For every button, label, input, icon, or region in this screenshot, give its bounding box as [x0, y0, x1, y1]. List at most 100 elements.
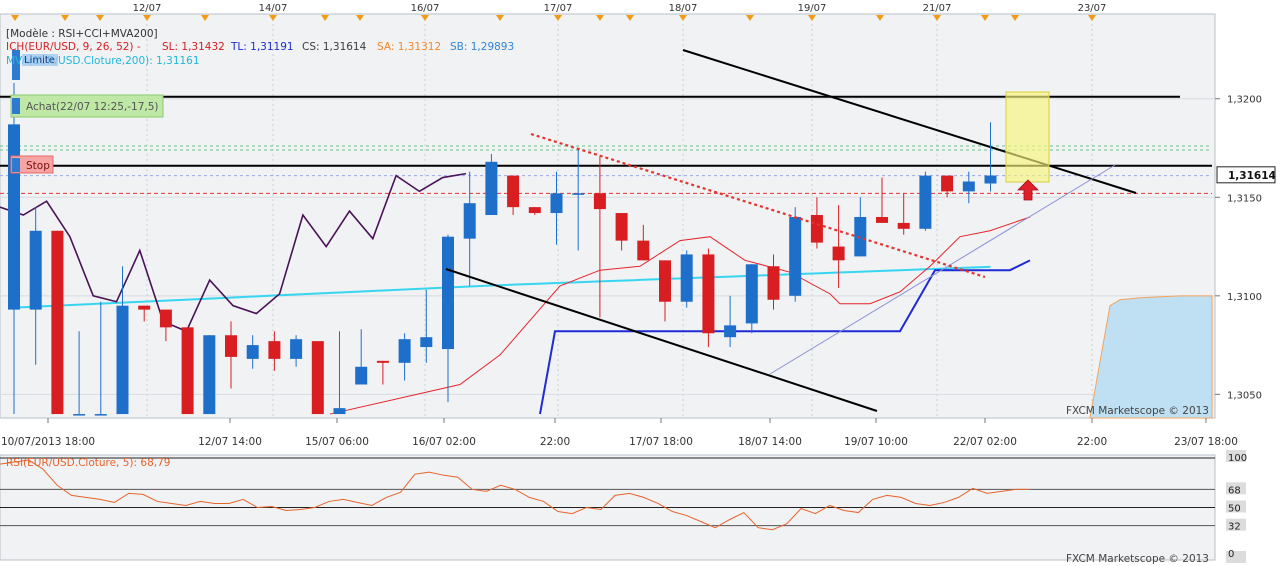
ichimoku-cloud [1089, 295, 1213, 419]
event-marker-icon[interactable] [496, 15, 504, 21]
candle[interactable] [876, 216, 888, 223]
last-candle[interactable] [984, 175, 997, 184]
candle[interactable] [897, 222, 910, 229]
candle[interactable] [724, 325, 737, 338]
candle[interactable] [659, 260, 671, 302]
candle[interactable] [311, 341, 324, 415]
red-dotted-trendline[interactable] [530, 132, 986, 279]
candle[interactable] [745, 264, 758, 324]
watermark-price: FXCM Marketscope © 2013 [1066, 405, 1209, 417]
event-marker-icon[interactable] [61, 15, 69, 21]
top-date-label: 19/07 [798, 3, 827, 14]
bottom-date-label: 12/07 14:00 [198, 436, 262, 448]
candle[interactable] [116, 305, 129, 415]
order-stop-label: Stop [26, 160, 50, 172]
date-marker-icon [933, 15, 941, 21]
ichimoku-cs: CS: 1,31614 [302, 41, 367, 53]
candle[interactable] [463, 203, 476, 239]
candle[interactable] [832, 246, 845, 261]
event-marker-icon[interactable] [1011, 15, 1019, 21]
candle[interactable] [398, 339, 411, 363]
highlight-box [1005, 91, 1050, 183]
falling-trendline-lower[interactable] [445, 268, 878, 412]
event-marker-icon[interactable] [596, 15, 604, 21]
candle[interactable] [702, 254, 715, 334]
falling-trendline-upper[interactable] [682, 49, 1137, 194]
candle[interactable] [810, 215, 823, 243]
event-marker-icon[interactable] [981, 15, 989, 21]
event-marker-icon[interactable] [356, 15, 364, 21]
bottom-date-label: 17/07 18:00 [629, 436, 693, 448]
rsi-line [0, 459, 1030, 531]
candle[interactable] [572, 193, 585, 195]
candle[interactable] [789, 216, 802, 296]
rsi-axis-label-bg [1226, 551, 1246, 563]
price-axis: 1,3200 1,3150 1,3100 1,3050 1,31614 [1215, 95, 1276, 401]
event-marker-icon[interactable] [96, 15, 104, 21]
date-marker-icon [679, 15, 687, 21]
candle[interactable] [246, 345, 259, 359]
candle[interactable] [767, 266, 780, 300]
candle[interactable] [290, 339, 303, 359]
date-marker-icon [554, 15, 562, 21]
candle[interactable] [528, 207, 541, 214]
ichimoku-sl: SL: 1,31432 [162, 41, 225, 53]
candle[interactable] [615, 213, 628, 241]
event-marker-icon[interactable] [746, 15, 754, 21]
price-plot-area [0, 13, 1216, 419]
candle[interactable] [203, 335, 216, 415]
candle[interactable] [637, 240, 650, 261]
bottom-date-label: 22:00 [540, 436, 570, 448]
event-marker-icon[interactable] [321, 15, 329, 21]
rsi-axis-label-bg [1226, 518, 1246, 531]
candle[interactable] [355, 366, 368, 385]
order-achat-box[interactable] [10, 94, 164, 118]
candle[interactable] [159, 309, 172, 328]
rsi-axis-label-bg [1226, 500, 1246, 513]
rising-trendline[interactable] [769, 164, 1116, 375]
candle[interactable] [181, 327, 194, 415]
candle[interactable] [8, 124, 20, 310]
event-marker-icon[interactable] [201, 15, 209, 21]
bottom-date-label: 22/07 02:00 [953, 436, 1017, 448]
ichimoku-sa: SA: 1,31312 [377, 41, 441, 53]
order-handle[interactable] [12, 158, 20, 172]
candle[interactable] [507, 175, 520, 208]
date-marker-icon [269, 15, 277, 21]
order-stop-box[interactable] [10, 155, 54, 174]
candle[interactable] [138, 305, 151, 310]
price-axis-label: 1,3050 [1227, 390, 1262, 401]
order-achat-label: Achat(22/07 12:25,-17,5) [26, 101, 159, 113]
order-handle[interactable] [12, 50, 20, 80]
candle[interactable] [73, 414, 86, 416]
order-handle[interactable] [12, 98, 20, 114]
limit-tag[interactable] [22, 54, 58, 66]
candle[interactable] [51, 230, 64, 415]
rsi-axis-label: 100 [1228, 453, 1247, 464]
event-marker-icon[interactable] [11, 15, 19, 21]
top-date-label: 16/07 [411, 3, 440, 14]
bottom-date-label: 18/07 14:00 [738, 436, 802, 448]
candle[interactable] [962, 181, 975, 192]
candle[interactable] [442, 236, 454, 350]
candle[interactable] [333, 408, 346, 415]
candle[interactable] [225, 335, 237, 357]
candle[interactable] [94, 414, 107, 416]
event-marker-icon[interactable] [876, 15, 884, 21]
candle[interactable] [420, 337, 433, 348]
candle[interactable] [680, 254, 693, 302]
rsi-axis-label: 32 [1228, 522, 1241, 533]
candle[interactable] [593, 193, 606, 210]
bottom-date-label: 15/07 06:00 [305, 436, 369, 448]
candle[interactable] [29, 230, 42, 310]
bottom-date-axis: 10/07/2013 18:00 12/07 14:00 15/07 06:00 16… [1, 418, 1238, 448]
rsi-axis-label: 50 [1228, 504, 1241, 515]
candle[interactable] [268, 341, 281, 359]
candle[interactable] [485, 161, 498, 216]
candle[interactable] [941, 175, 954, 192]
event-marker-icon[interactable] [626, 15, 634, 21]
candle[interactable] [550, 193, 563, 214]
candle[interactable] [919, 175, 932, 229]
candle[interactable] [376, 360, 389, 363]
rsi-axis-label: 0 [1228, 549, 1234, 560]
